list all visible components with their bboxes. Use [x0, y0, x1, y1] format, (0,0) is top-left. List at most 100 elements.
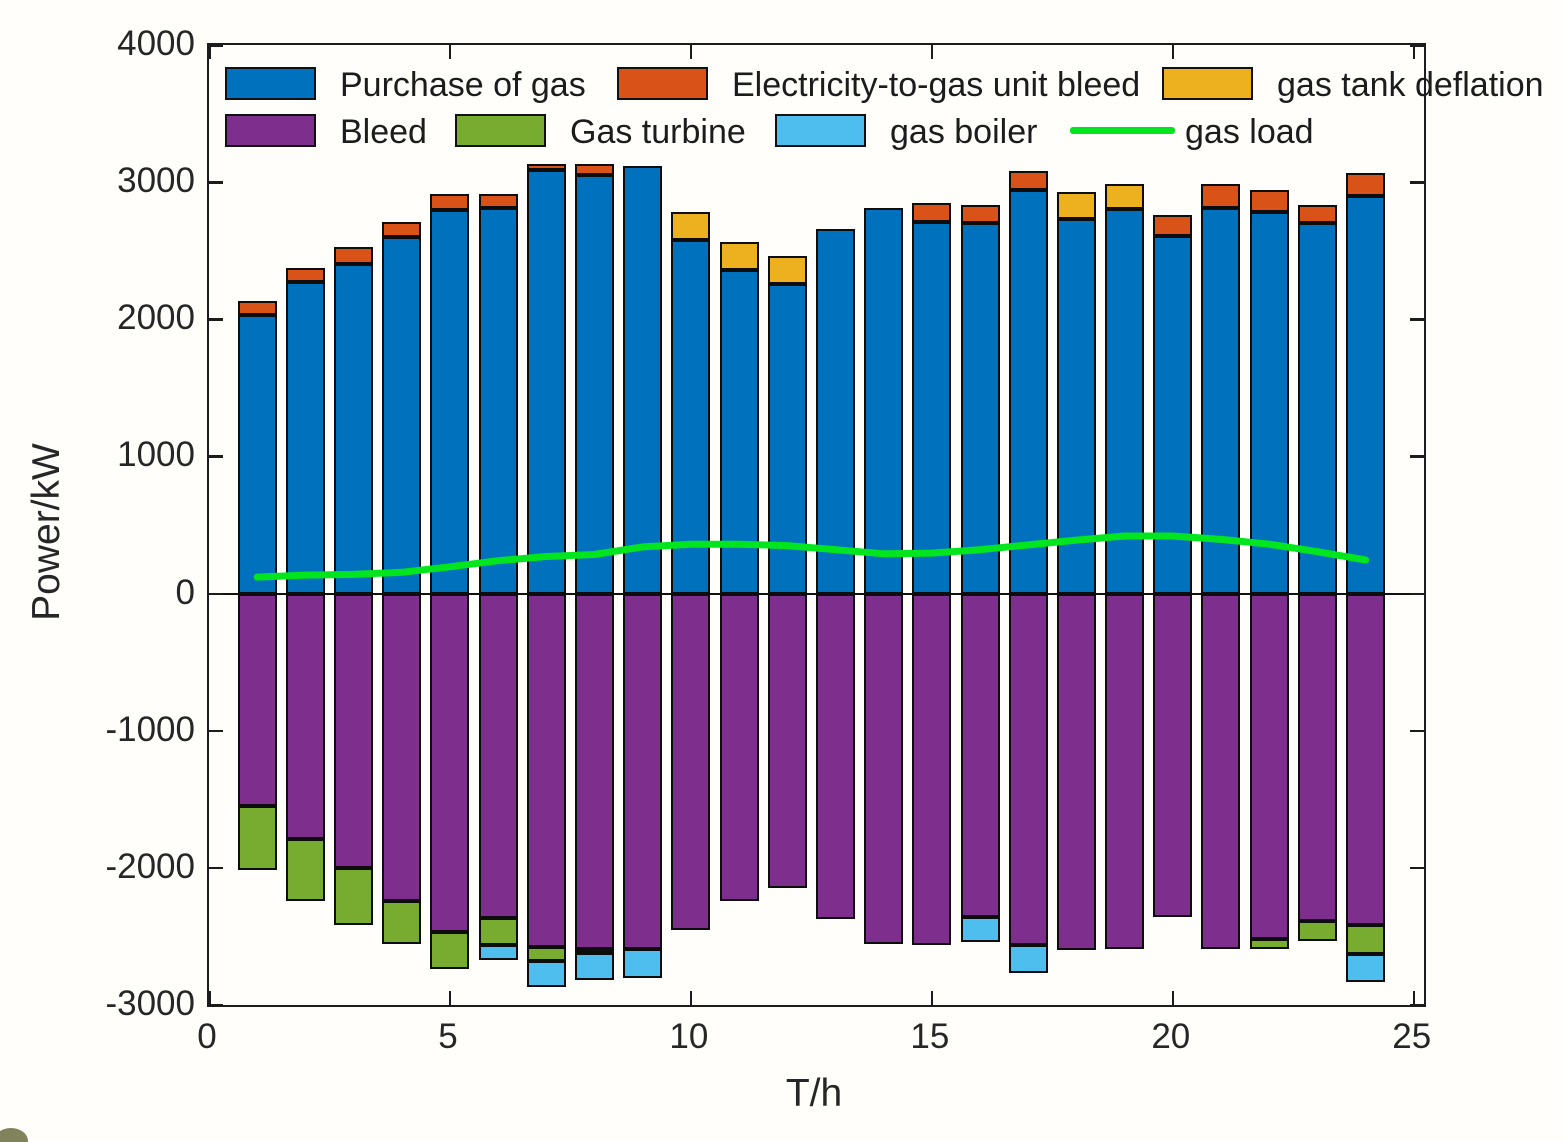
- bar-segment-electricity-to-gas-unit-bleed: [430, 194, 470, 210]
- bar-segment-gas-turbine: [1346, 924, 1386, 955]
- bar-segment-electricity-to-gas-unit-bleed: [237, 301, 277, 316]
- y-tick-mark: [209, 866, 223, 870]
- bar-segment-gas-turbine: [285, 839, 325, 902]
- bar-segment-bleed: [1105, 593, 1145, 950]
- bar-segment-gas-turbine: [1249, 939, 1289, 949]
- bar-segment-bleed: [864, 593, 904, 944]
- bar-segment-bleed: [767, 593, 807, 889]
- bar-segment-purchase-of-gas: [478, 208, 518, 594]
- bar-segment-gas-tank-deflation: [1105, 183, 1145, 209]
- y-tick-label: -2000: [105, 846, 195, 886]
- bar-segment-bleed: [815, 593, 855, 919]
- bar-segment-electricity-to-gas-unit-bleed: [382, 221, 422, 237]
- corner-artifact: [0, 1128, 28, 1142]
- y-tick-label: 3000: [117, 161, 195, 201]
- y-tick-mark: [1410, 455, 1424, 458]
- x-tick-mark: [208, 991, 211, 1005]
- x-tick-mark: [448, 45, 452, 59]
- bar-segment-purchase-of-gas: [1201, 207, 1241, 594]
- x-tick-mark: [1171, 991, 1175, 1005]
- x-tick-mark: [208, 45, 211, 59]
- bar-segment-electricity-to-gas-unit-bleed: [575, 164, 615, 176]
- bar-segment-bleed: [1201, 593, 1241, 949]
- y-tick-mark: [209, 455, 223, 458]
- bar-segment-bleed: [334, 593, 374, 868]
- y-tick-mark: [1410, 44, 1424, 47]
- bar-segment-purchase-of-gas: [864, 207, 904, 594]
- plot-area: [207, 43, 1426, 1007]
- bar-segment-purchase-of-gas: [671, 239, 711, 594]
- bar-segment-purchase-of-gas: [382, 237, 422, 594]
- bar-segment-purchase-of-gas: [285, 281, 325, 594]
- bar-segment-gas-turbine: [1297, 921, 1337, 941]
- bar-segment-purchase-of-gas: [1297, 223, 1337, 594]
- bar-segment-bleed: [1153, 593, 1193, 917]
- bar-segment-gas-boiler: [960, 916, 1000, 942]
- bar-segment-gas-boiler: [575, 952, 615, 981]
- x-tick-mark: [1171, 45, 1175, 59]
- bar-segment-electricity-to-gas-unit-bleed: [1346, 172, 1386, 196]
- bar-segment-bleed: [237, 593, 277, 807]
- y-tick-mark: [1410, 318, 1424, 321]
- bar-segment-gas-turbine: [430, 931, 470, 969]
- bar-segment-purchase-of-gas: [1056, 219, 1096, 594]
- bar-segment-purchase-of-gas: [912, 221, 952, 594]
- y-tick-mark: [209, 1004, 223, 1007]
- y-tick-mark: [209, 729, 223, 733]
- y-tick-label: 4000: [117, 24, 195, 63]
- x-tick-label: 25: [1392, 1017, 1432, 1056]
- bar-segment-gas-turbine: [382, 901, 422, 944]
- x-tick-mark: [689, 991, 693, 1005]
- bar-segment-gas-boiler: [526, 961, 566, 988]
- bar-segment-electricity-to-gas-unit-bleed: [526, 164, 566, 170]
- bar-segment-gas-tank-deflation: [1056, 191, 1096, 220]
- bar-segment-electricity-to-gas-unit-bleed: [912, 202, 952, 222]
- bar-segment-gas-tank-deflation: [719, 242, 759, 270]
- bar-segment-purchase-of-gas: [334, 264, 374, 594]
- bar-segment-purchase-of-gas: [960, 223, 1000, 594]
- x-tick-label: 20: [1151, 1017, 1191, 1056]
- bar-segment-purchase-of-gas: [815, 228, 855, 594]
- bar-segment-electricity-to-gas-unit-bleed: [478, 193, 518, 209]
- y-tick-mark: [1410, 181, 1424, 184]
- bar-segment-bleed: [912, 593, 952, 945]
- bar-segment-purchase-of-gas: [1008, 190, 1048, 594]
- bar-segment-bleed: [478, 593, 518, 918]
- x-tick-mark: [689, 45, 693, 59]
- y-tick-mark: [1410, 866, 1424, 870]
- bar-segment-bleed: [1008, 593, 1048, 945]
- x-tick-mark: [930, 45, 934, 59]
- bar-segment-gas-turbine: [478, 917, 518, 945]
- y-tick-mark: [209, 592, 223, 596]
- bar-segment-electricity-to-gas-unit-bleed: [1249, 189, 1289, 212]
- bar-segment-bleed: [1249, 593, 1289, 940]
- bar-segment-purchase-of-gas: [1105, 208, 1145, 594]
- y-tick-mark: [1410, 1004, 1424, 1007]
- x-tick-label: 0: [197, 1017, 217, 1056]
- y-tick-mark: [209, 318, 223, 321]
- bar-segment-gas-turbine: [334, 867, 374, 925]
- bar-segment-bleed: [671, 593, 711, 931]
- bar-segment-purchase-of-gas: [575, 175, 615, 594]
- bar-segment-bleed: [575, 593, 615, 949]
- bar-segment-bleed: [1297, 593, 1337, 922]
- y-tick-mark: [209, 44, 223, 47]
- bar-segment-bleed: [430, 593, 470, 932]
- x-tick-mark: [1412, 991, 1416, 1005]
- bar-segment-gas-boiler: [478, 944, 518, 960]
- bar-segment-gas-boiler: [623, 948, 663, 978]
- bar-segment-purchase-of-gas: [430, 209, 470, 594]
- x-tick-label: 10: [669, 1017, 709, 1056]
- bar-segment-electricity-to-gas-unit-bleed: [1008, 171, 1048, 191]
- bar-segment-gas-boiler: [1008, 944, 1048, 974]
- y-axis-label: Power/kW: [25, 443, 68, 621]
- bar-segment-bleed: [960, 593, 1000, 917]
- bar-segment-electricity-to-gas-unit-bleed: [1153, 215, 1193, 236]
- bar-segment-gas-turbine: [237, 806, 277, 870]
- bar-segment-purchase-of-gas: [1249, 211, 1289, 594]
- bar-segment-bleed: [382, 593, 422, 902]
- x-tick-label: 5: [438, 1017, 458, 1056]
- bar-segment-electricity-to-gas-unit-bleed: [1297, 204, 1337, 224]
- y-tick-mark: [209, 181, 223, 184]
